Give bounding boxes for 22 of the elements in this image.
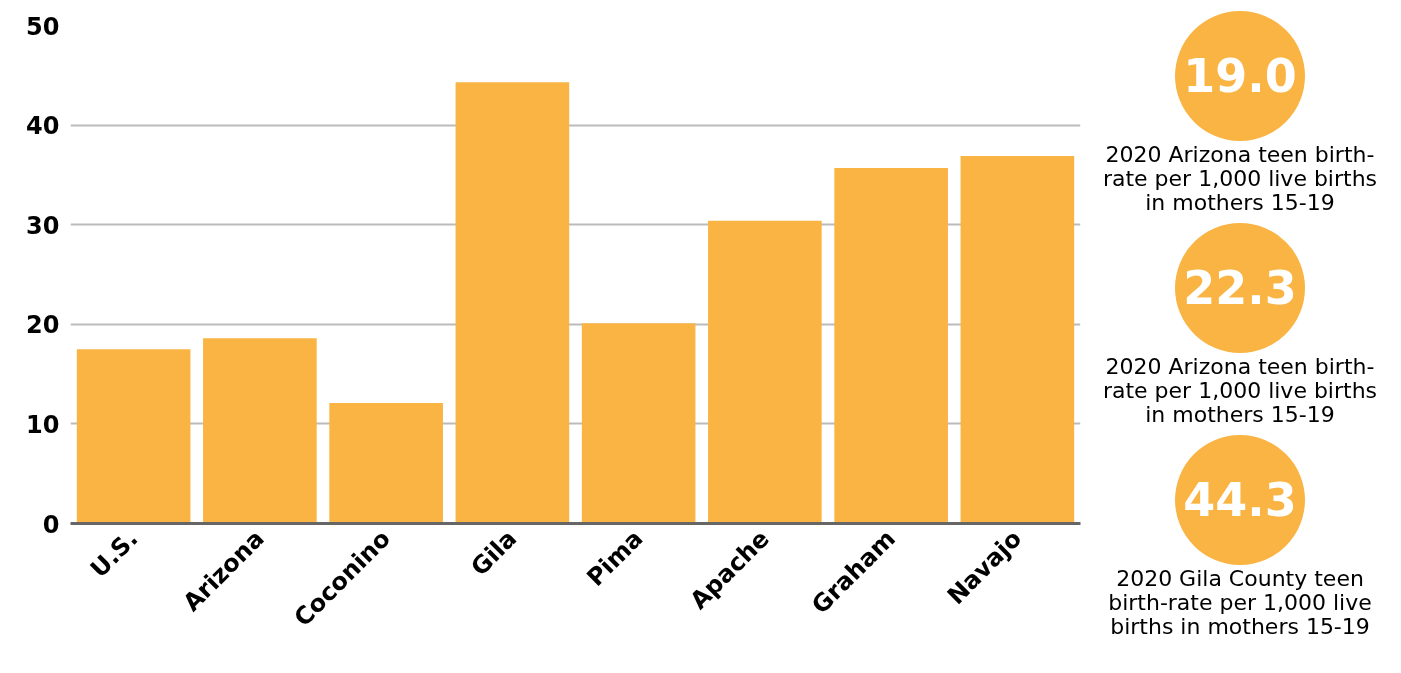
x-tick-label: U.S. [84, 524, 144, 584]
y-tick-label: 40 [26, 112, 60, 141]
bar [960, 155, 1075, 524]
y-tick-label: 50 [26, 12, 60, 41]
y-tick-label: 10 [26, 410, 60, 439]
bar [203, 338, 317, 524]
bar [581, 323, 696, 524]
bar [76, 349, 191, 524]
text: 19.0 [1175, 11, 1305, 141]
bar [329, 402, 443, 524]
bar [708, 220, 822, 524]
text: 2020 Arizona teen birth-rate per 1,000 live births in mothers 15-19 [1101, 354, 1379, 427]
y-tick-label: 20 [26, 311, 60, 340]
text: 44.3 [1175, 435, 1305, 565]
x-tick-label: Gila [465, 524, 523, 582]
bar [455, 82, 570, 524]
y-tick-label: 30 [26, 211, 60, 240]
y-tick-label: 0 [42, 510, 60, 539]
text: 2020 Gila County teen birth-rate per 1,000 live births in mothers 15-19 [1107, 566, 1373, 639]
bar [834, 167, 948, 524]
text: 22.3 [1175, 223, 1305, 353]
text: 2020 Arizona teen birth-rate per 1,000 live births in mothers 15-19 [1101, 142, 1379, 215]
